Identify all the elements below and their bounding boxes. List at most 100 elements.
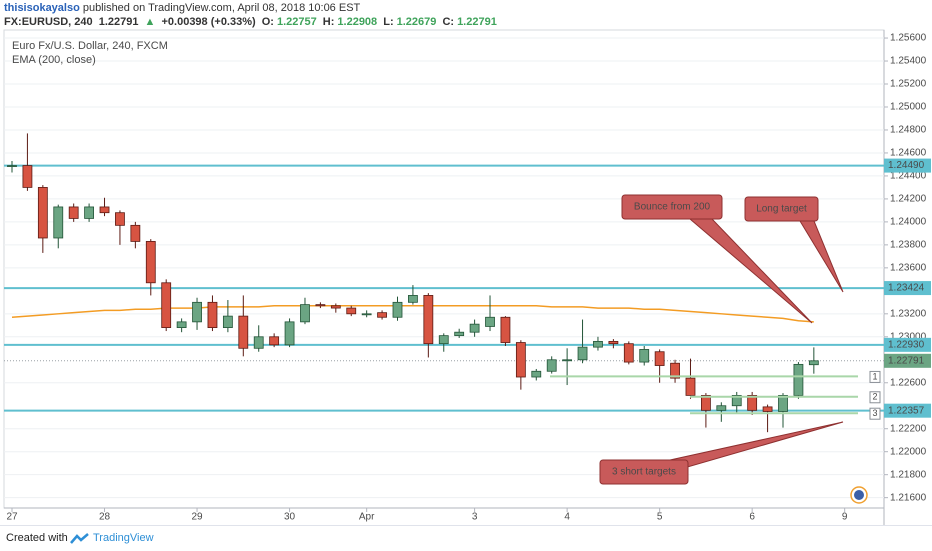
candle-body — [346, 307, 357, 315]
y-tick-label: 1.21800 — [890, 469, 927, 480]
callout-box — [744, 196, 819, 222]
y-tick-label: 1.24000 — [890, 217, 927, 228]
y-tick-label: 1.23800 — [890, 240, 927, 251]
level-label: 1.22930 — [888, 339, 925, 350]
candle-body — [685, 377, 696, 396]
ema-line — [11, 305, 814, 323]
candle-body — [639, 349, 650, 363]
candle-body — [438, 335, 449, 345]
x-tick-label: 5 — [657, 512, 663, 523]
published: published on TradingView.com, April 08, … — [82, 2, 361, 14]
y-tick-label: 1.25400 — [890, 56, 927, 67]
symbol-line: FX:EURUSD, 240 1.22791 ▲ +0.00398 (+0.33… — [4, 16, 500, 28]
candle-body — [515, 342, 526, 378]
open-value: 1.22757 — [276, 16, 317, 28]
x-tick-label: 29 — [191, 512, 203, 523]
callout-text: Long target — [756, 204, 807, 215]
plot-layer: 1 2 3 Bounce from 200 Long target 3 short tar… — [4, 37, 884, 499]
candle-body — [469, 323, 480, 333]
author[interactable]: thisisokayalso — [4, 2, 80, 14]
close-label: C: — [442, 16, 455, 28]
open-label: O: — [261, 16, 274, 28]
target-label: 2 — [872, 392, 877, 402]
target-tag — [869, 407, 881, 420]
y-tick-label: 1.23600 — [890, 262, 927, 273]
candle-body — [423, 295, 434, 345]
candle-body — [531, 370, 542, 378]
x-tick-label: Apr — [359, 512, 375, 523]
candle-body — [238, 315, 249, 349]
y-tick-label: 1.24800 — [890, 125, 927, 136]
candle-body — [222, 315, 233, 329]
x-tick-label: 6 — [749, 512, 755, 523]
close-value: 1.22791 — [457, 16, 497, 28]
x-tick-label: 27 — [6, 512, 18, 523]
candle-body — [53, 206, 64, 239]
y-tick-label: 1.24600 — [890, 148, 927, 159]
level-tag — [884, 281, 931, 296]
last-price-tag — [884, 353, 931, 368]
candle-body — [269, 336, 280, 346]
y-tick-label: 1.21600 — [890, 492, 927, 503]
candle-body — [654, 351, 665, 366]
x-tick-label: 9 — [842, 512, 848, 523]
candle-body — [68, 206, 79, 219]
brand[interactable]: TradingView — [93, 532, 154, 544]
level-label: 1.23424 — [888, 283, 925, 294]
high-value: 1.22908 — [337, 16, 378, 28]
y-tick-label: 1.25000 — [890, 102, 927, 113]
candle-body — [176, 321, 187, 329]
chart-title: Euro Fx/U.S. Dollar, 240, FXCM — [12, 40, 168, 52]
candle-body — [808, 360, 819, 366]
y-tick-label: 1.22600 — [890, 377, 927, 388]
candle-body — [284, 321, 295, 346]
candle-body — [392, 301, 403, 318]
level-label: 1.24490 — [888, 160, 925, 171]
brand-logo — [70, 533, 89, 544]
candle-body — [577, 346, 588, 361]
candle-body — [546, 359, 557, 372]
candle-body — [377, 312, 387, 318]
candle-body — [500, 316, 511, 343]
y-tick-label: 1.22200 — [890, 423, 927, 434]
y-tick-label: 1.25200 — [890, 79, 927, 90]
candle-body — [731, 394, 742, 407]
low-value: 1.22679 — [396, 16, 437, 28]
candle-body — [161, 282, 172, 329]
callout-box — [621, 194, 723, 220]
candle-body — [747, 394, 758, 411]
candle-body — [99, 206, 110, 214]
candle-body — [485, 316, 495, 327]
symbol: FX:EURUSD, 240 — [4, 16, 93, 28]
target-label: 1 — [872, 371, 877, 381]
price: 1.22791 — [98, 16, 139, 28]
candle-body — [192, 301, 202, 323]
x-tick-label: 4 — [564, 512, 570, 523]
candle-body — [608, 340, 619, 345]
candle-body — [253, 336, 264, 349]
candle-body — [454, 331, 465, 337]
low-label: L: — [383, 16, 394, 28]
candle-body — [115, 212, 125, 226]
level-tag — [884, 403, 931, 418]
y-tick-label: 1.24200 — [890, 194, 927, 205]
footer: Created with TradingView — [0, 525, 932, 551]
candle-body — [7, 165, 17, 167]
candle-body — [22, 165, 33, 188]
candle-body — [562, 359, 573, 362]
target-label: 3 — [872, 408, 877, 418]
candle-body — [330, 305, 341, 309]
last-price-label: 1.22791 — [888, 355, 925, 366]
indicator-legend: EMA (200, close) — [12, 54, 96, 66]
y-tick-label: 1.23000 — [890, 331, 927, 342]
y-tick-label: 1.23200 — [890, 308, 927, 319]
candle-body — [145, 241, 156, 284]
candle-body — [207, 301, 218, 329]
candle-body — [593, 340, 603, 348]
callout-text: 3 short targets — [612, 467, 676, 478]
level-tag — [884, 158, 931, 173]
x-tick-label: 30 — [284, 512, 296, 523]
y-tick-label: 1.24400 — [890, 171, 927, 182]
